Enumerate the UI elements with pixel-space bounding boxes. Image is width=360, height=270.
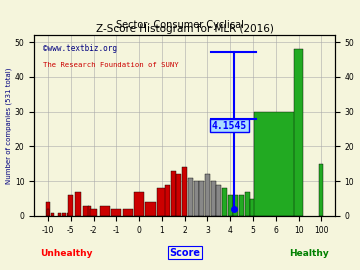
Text: Healthy: Healthy — [289, 249, 329, 258]
Text: 4.1545: 4.1545 — [212, 120, 247, 131]
Bar — [67, 212, 70, 216]
Bar — [176, 174, 181, 216]
Bar — [182, 167, 187, 216]
Bar — [88, 205, 91, 216]
Text: Sector: Consumer Cyclical: Sector: Consumer Cyclical — [116, 20, 244, 30]
Bar — [294, 49, 303, 216]
Bar — [233, 195, 238, 216]
Bar — [47, 209, 49, 216]
Bar — [90, 209, 97, 216]
Y-axis label: Number of companies (531 total): Number of companies (531 total) — [5, 67, 12, 184]
Bar — [239, 195, 244, 216]
Bar — [205, 174, 210, 216]
Text: Unhealthy: Unhealthy — [40, 249, 93, 258]
Bar — [245, 192, 250, 216]
Bar — [262, 199, 267, 216]
Bar — [199, 181, 204, 216]
Bar — [111, 209, 121, 216]
Text: Score: Score — [169, 248, 200, 258]
Bar — [228, 195, 233, 216]
Bar — [211, 181, 216, 216]
Text: The Research Foundation of SUNY: The Research Foundation of SUNY — [43, 62, 179, 68]
Bar — [75, 192, 81, 216]
Bar — [51, 212, 54, 216]
Bar — [122, 209, 133, 216]
Title: Z-Score Histogram for MLR (2016): Z-Score Histogram for MLR (2016) — [96, 24, 274, 34]
Bar — [46, 202, 50, 216]
Bar — [188, 178, 193, 216]
Bar — [251, 199, 256, 216]
Bar — [134, 192, 144, 216]
Bar — [58, 212, 61, 216]
Bar — [194, 181, 198, 216]
Bar — [68, 195, 73, 216]
Bar — [145, 202, 156, 216]
Bar — [157, 188, 167, 216]
Bar — [100, 205, 110, 216]
Text: ©www.textbiz.org: ©www.textbiz.org — [43, 44, 117, 53]
Bar — [319, 164, 323, 216]
Bar — [83, 205, 89, 216]
Bar — [255, 112, 297, 216]
Bar — [216, 185, 221, 216]
Bar — [171, 171, 176, 216]
Bar — [256, 202, 261, 216]
Bar — [62, 212, 66, 216]
Bar — [165, 185, 170, 216]
Bar — [222, 188, 227, 216]
